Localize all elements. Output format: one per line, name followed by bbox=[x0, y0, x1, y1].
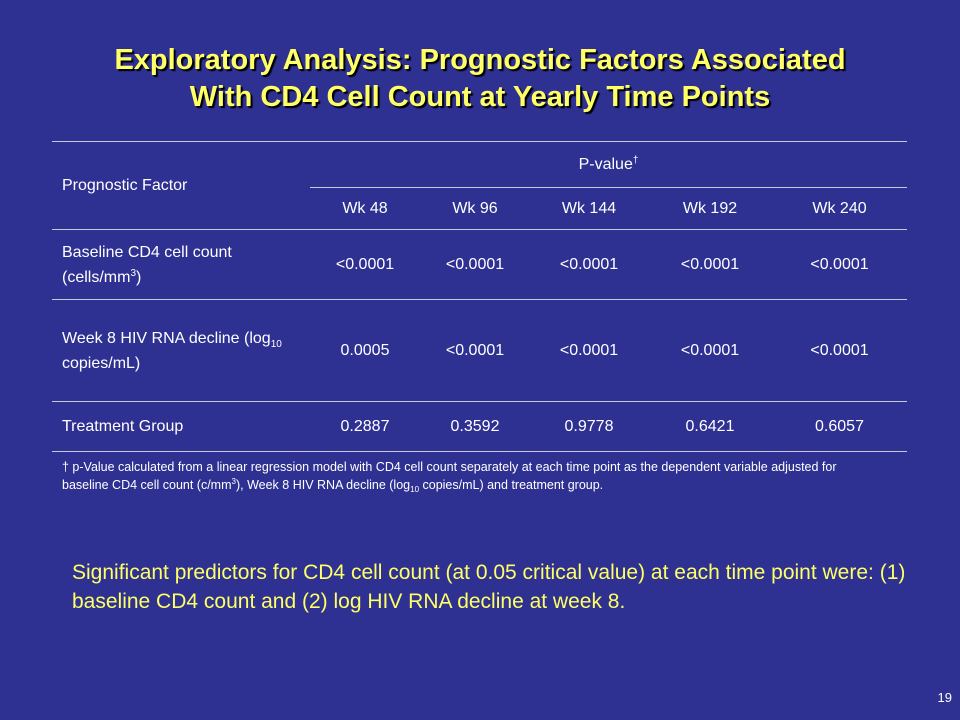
table-cell: 0.3592 bbox=[420, 401, 530, 452]
table-row: Treatment Group 0.2887 0.3592 0.9778 0.6… bbox=[52, 401, 907, 452]
row-label-text-end: ) bbox=[136, 268, 142, 286]
table-row: Week 8 HIV RNA decline (log10 copies/mL)… bbox=[52, 299, 907, 402]
header-week: Wk 48 bbox=[310, 187, 420, 230]
table-cell: <0.0001 bbox=[310, 229, 420, 300]
row-label: Week 8 HIV RNA decline (log10 copies/mL) bbox=[52, 299, 310, 402]
row-label-text: Week 8 HIV RNA decline (log bbox=[62, 329, 271, 347]
header-pvalue: P-value† bbox=[310, 141, 907, 188]
footnote-text: † p-Value calculated from a linear regre… bbox=[62, 460, 837, 492]
table-cell: <0.0001 bbox=[420, 229, 530, 300]
footnote-text: copies/mL) and treatment group. bbox=[419, 478, 604, 492]
row-label: Baseline CD4 cell count (cells/mm3) bbox=[52, 229, 310, 300]
table-header-row-2: Wk 48 Wk 96 Wk 144 Wk 192 Wk 240 bbox=[52, 187, 907, 230]
row-label-text: Baseline CD4 cell count (cells/mm bbox=[62, 243, 232, 286]
table-cell: 0.6057 bbox=[772, 401, 907, 452]
table-cell: <0.0001 bbox=[530, 299, 648, 402]
header-week: Wk 96 bbox=[420, 187, 530, 230]
page-title: Exploratory Analysis: Prognostic Factors… bbox=[0, 42, 960, 116]
header-pvalue-dagger: † bbox=[632, 154, 639, 166]
table-row: Baseline CD4 cell count (cells/mm3) <0.0… bbox=[52, 229, 907, 300]
table-cell: 0.9778 bbox=[530, 401, 648, 452]
table-cell: <0.0001 bbox=[420, 299, 530, 402]
footnote-sub: 10 bbox=[410, 485, 420, 494]
table-cell: 0.6421 bbox=[648, 401, 772, 452]
table-cell: <0.0001 bbox=[530, 229, 648, 300]
header-week: Wk 240 bbox=[772, 187, 907, 230]
table-footnote: † p-Value calculated from a linear regre… bbox=[62, 458, 882, 494]
header-prognostic-factor: Prognostic Factor bbox=[52, 141, 310, 230]
table-cell: <0.0001 bbox=[648, 229, 772, 300]
title-line-1: Exploratory Analysis: Prognostic Factors… bbox=[114, 44, 846, 76]
header-pvalue-label: P-value bbox=[578, 155, 633, 173]
title-line-2: With CD4 Cell Count at Yearly Time Point… bbox=[189, 81, 771, 113]
row-label-sub: 10 bbox=[270, 338, 282, 350]
header-week: Wk 192 bbox=[648, 187, 772, 230]
table-cell: 0.2887 bbox=[310, 401, 420, 452]
row-label: Treatment Group bbox=[52, 401, 310, 452]
row-label-sup: 3 bbox=[130, 267, 136, 279]
footnote-text: ), Week 8 HIV RNA decline (log bbox=[235, 478, 411, 492]
summary-statement: Significant predictors for CD4 cell coun… bbox=[72, 561, 906, 613]
table-cell: 0.0005 bbox=[310, 299, 420, 402]
table-cell: <0.0001 bbox=[772, 299, 907, 402]
table-cell: <0.0001 bbox=[648, 299, 772, 402]
footnote-sup: 3 bbox=[231, 477, 236, 486]
page-number: 19 bbox=[937, 690, 952, 705]
row-label-text-end: copies/mL) bbox=[62, 354, 141, 372]
table-cell: <0.0001 bbox=[772, 229, 907, 300]
header-week: Wk 144 bbox=[530, 187, 648, 230]
prognostic-factor-table: Prognostic Factor P-value† Wk 48 Wk 96 W… bbox=[52, 141, 907, 452]
table-header-row-1: Prognostic Factor P-value† bbox=[52, 141, 907, 230]
